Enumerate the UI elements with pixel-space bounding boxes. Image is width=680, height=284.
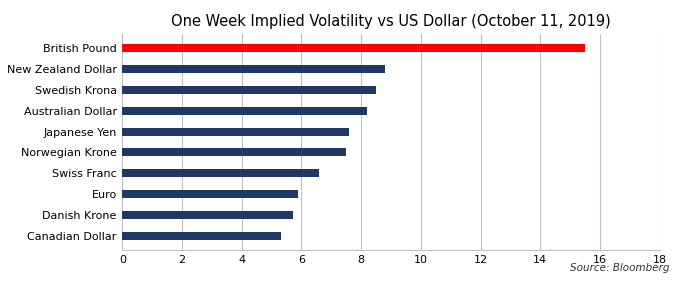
Bar (122, 169, 320, 177)
Bar (122, 190, 299, 198)
Bar (122, 128, 350, 135)
Bar (122, 44, 585, 52)
Bar (122, 211, 292, 219)
Bar (122, 107, 367, 115)
Title: One Week Implied Volatility vs US Dollar (October 11, 2019): One Week Implied Volatility vs US Dollar… (171, 14, 611, 29)
Bar (122, 65, 385, 73)
Text: Source: Bloomberg: Source: Bloomberg (571, 263, 670, 273)
Bar (122, 86, 376, 94)
Bar (122, 149, 346, 156)
Bar (122, 232, 281, 240)
